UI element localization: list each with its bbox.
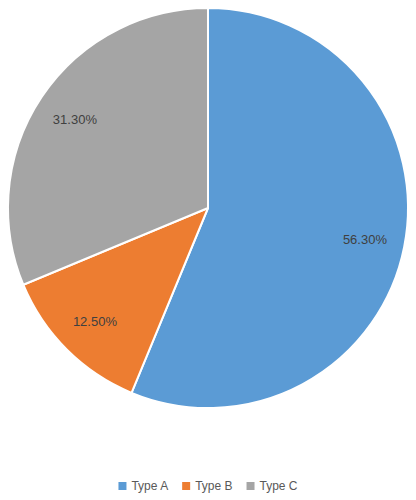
legend-swatch bbox=[118, 482, 126, 490]
data-label: 56.30% bbox=[343, 232, 388, 247]
data-label: 12.50% bbox=[73, 314, 118, 329]
legend-swatch bbox=[182, 482, 190, 490]
legend-label: Type C bbox=[260, 479, 298, 493]
chart: 56.30% 12.50% 31.30% Type A Type B Type C bbox=[0, 0, 416, 500]
legend-label: Type B bbox=[195, 479, 232, 493]
data-label: 31.30% bbox=[53, 112, 98, 127]
pie-slice bbox=[8, 8, 208, 285]
legend-label: Type A bbox=[131, 479, 168, 493]
slices bbox=[8, 8, 408, 408]
legend: Type A Type B Type C bbox=[118, 479, 297, 493]
legend-swatch bbox=[247, 482, 255, 490]
